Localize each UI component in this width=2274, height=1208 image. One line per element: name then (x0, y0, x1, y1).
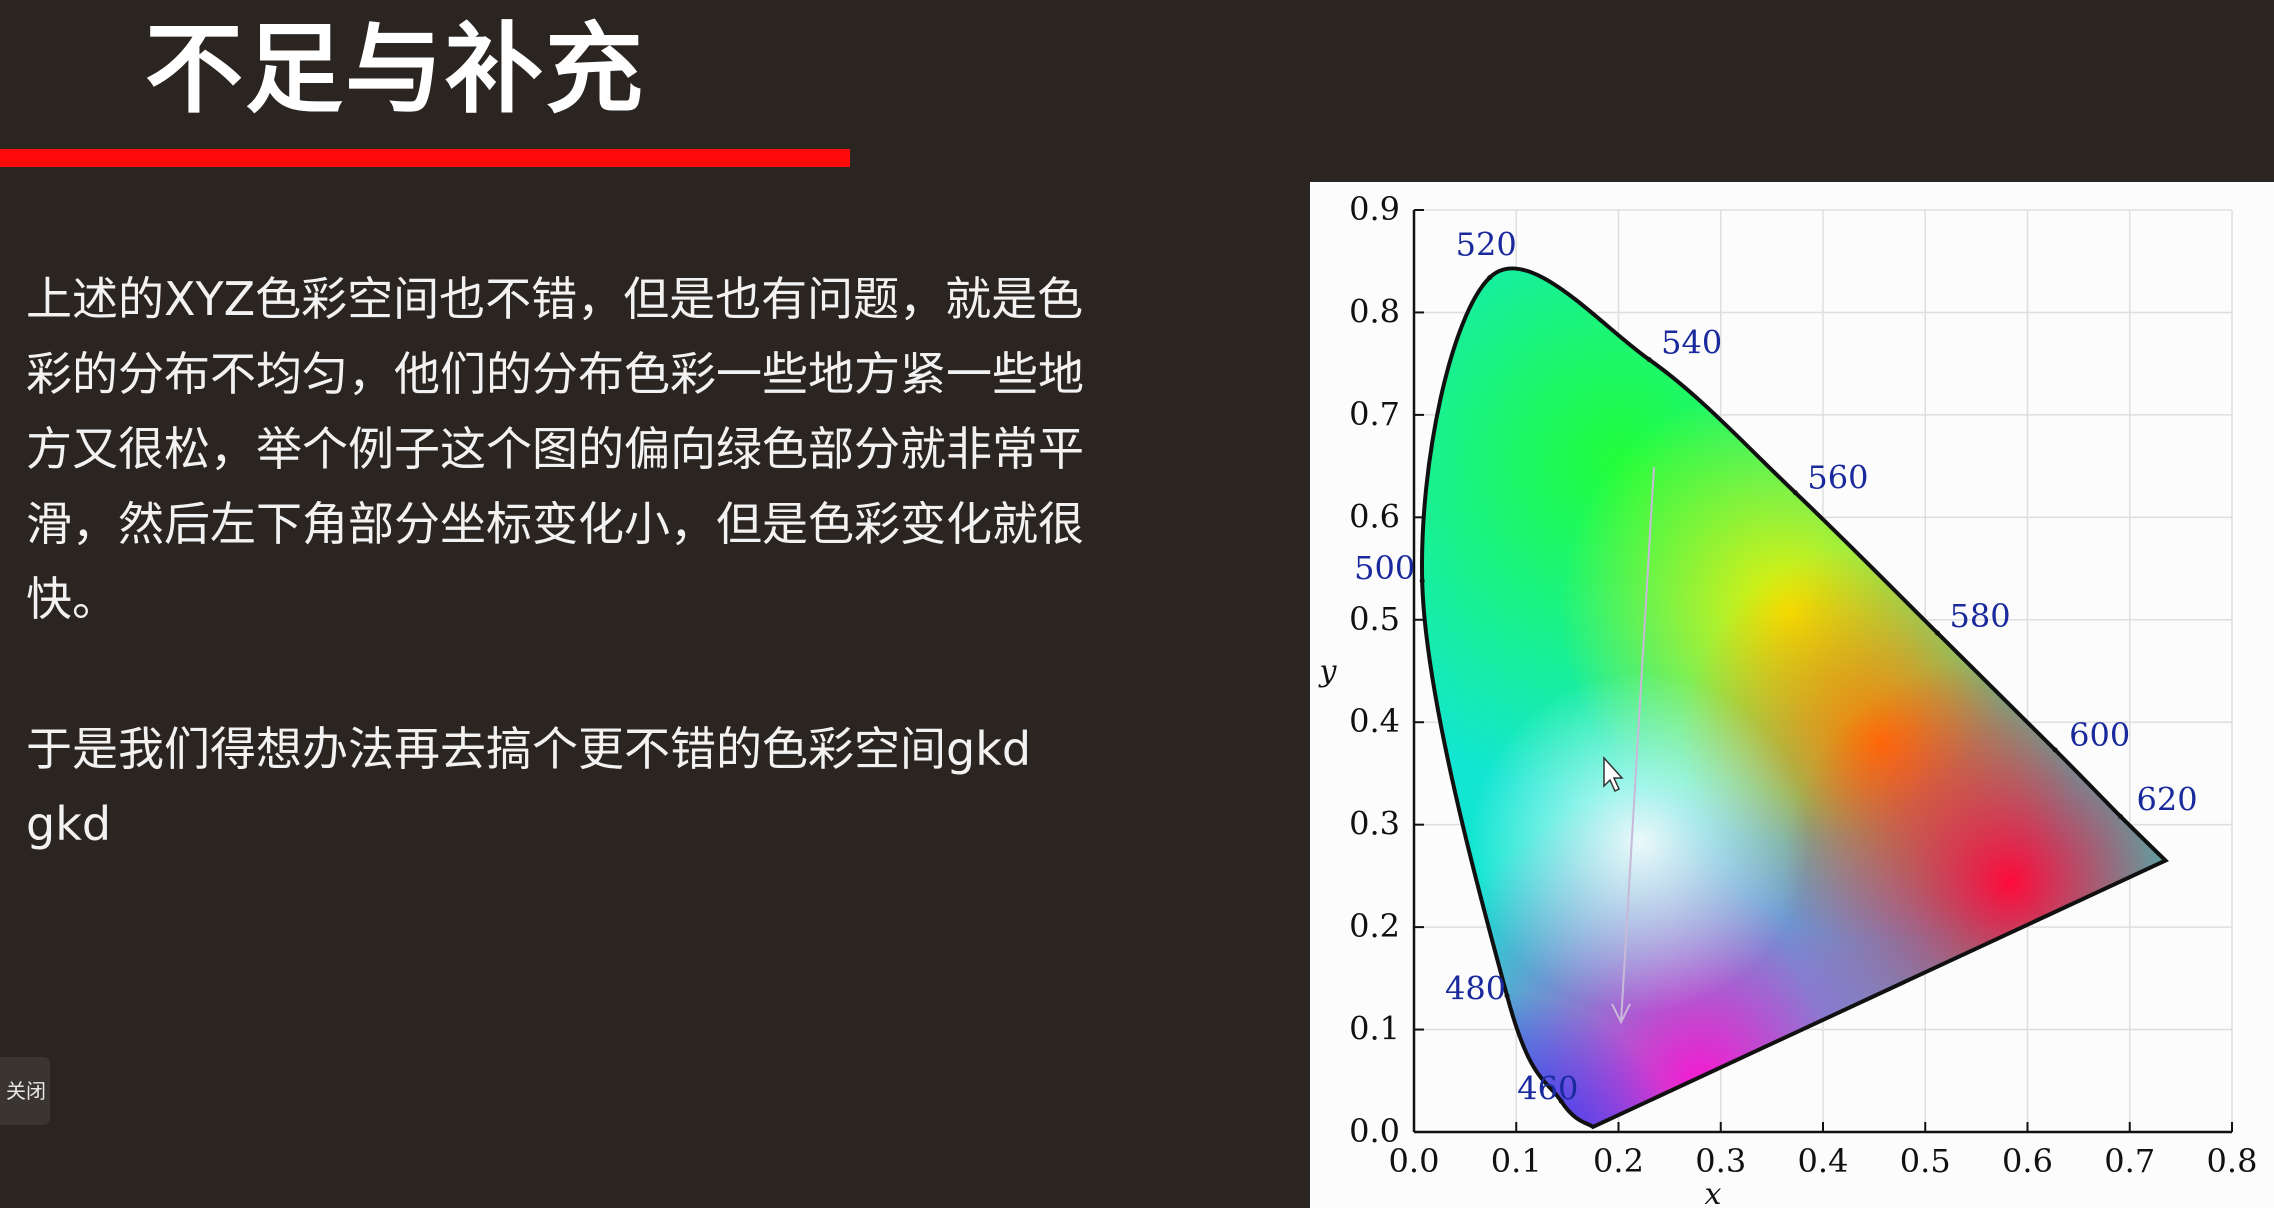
y-tick-label: 0.5 (1349, 600, 1400, 638)
wavelength-label: 520 (1456, 226, 1517, 264)
wavelength-label: 500 (1354, 549, 1415, 587)
wavelength-label: 460 (1517, 1069, 1578, 1107)
annotation-arrowhead (1611, 1003, 1631, 1025)
x-tick-label: 0.1 (1491, 1142, 1542, 1180)
annotation-arrow (1620, 466, 1655, 1023)
x-tick-label: 0.4 (1798, 1142, 1849, 1180)
x-tick-label: 0.6 (2002, 1142, 2053, 1180)
x-tick-label: 0.2 (1593, 1142, 1644, 1180)
y-tick-label: 0.1 (1349, 1010, 1400, 1048)
wavelength-point (2118, 813, 2124, 819)
x-tick-label: 0.3 (1695, 1142, 1746, 1180)
chromaticity-chart: 0.0 0.1 0.2 0.3 0.4 0.5 0.6 0.7 0.8 0.0 0.1 0.2 0.3 0… (1318, 190, 2258, 1208)
y-tick-label: 0.9 (1349, 190, 1400, 228)
wavelength-label: 600 (2069, 716, 2130, 754)
spectral-locus (1420, 266, 2170, 1130)
wavelength-point (1792, 490, 1798, 496)
wavelength-point (1935, 630, 1941, 636)
wavelength-label: 580 (1950, 597, 2011, 635)
wavelength-point (2052, 747, 2058, 753)
wavelength-label: 540 (1661, 324, 1722, 362)
y-tick-label: 0.8 (1349, 292, 1400, 330)
y-axis-title: y (1318, 654, 1338, 689)
mouse-cursor-icon (1603, 756, 1624, 793)
wavelength-label: 480 (1445, 970, 1506, 1008)
body-text: 上述的XYZ色彩空间也不错，但是也有问题，就是色彩的分布不均匀，他们的分布色彩一… (26, 262, 1086, 862)
close-button[interactable]: 关闭 (0, 1057, 50, 1125)
paragraph-2: 于是我们得想办法再去搞个更不错的色彩空间gkd gkd (26, 722, 1046, 851)
wavelength-point (1646, 357, 1652, 363)
paragraph-1: 上述的XYZ色彩空间也不错，但是也有问题，就是色彩的分布不均匀，他们的分布色彩一… (26, 272, 1084, 626)
chromaticity-diagram: 0.0 0.1 0.2 0.3 0.4 0.5 0.6 0.7 0.8 0.0 0.1 0.2 0.3 0… (1310, 182, 2274, 1208)
wavelength-label: 560 (1807, 459, 1868, 497)
wavelength-point (1504, 993, 1510, 999)
wavelength-point (1558, 1098, 1564, 1104)
y-tick-label: 0.0 (1349, 1112, 1400, 1150)
wavelength-point (1419, 578, 1425, 584)
x-tick-label: 0.7 (2104, 1142, 2155, 1180)
title-underline (0, 149, 850, 167)
wavelength-point (1487, 275, 1493, 281)
y-tick-label: 0.7 (1349, 395, 1400, 433)
y-tick-label: 0.6 (1349, 497, 1400, 535)
y-tick-label: 0.4 (1349, 702, 1400, 740)
x-tick-label: 0.8 (2207, 1142, 2258, 1180)
slide-title: 不足与补充 (145, 13, 646, 127)
wavelength-label: 620 (2137, 780, 2198, 818)
x-tick-label: 0.0 (1389, 1142, 1440, 1180)
x-axis-title: x (1705, 1177, 1722, 1208)
y-tick-label: 0.2 (1349, 907, 1400, 945)
y-tick-label: 0.3 (1349, 805, 1400, 843)
x-tick-label: 0.5 (1900, 1142, 1951, 1180)
